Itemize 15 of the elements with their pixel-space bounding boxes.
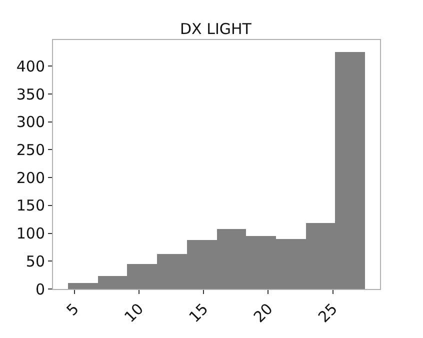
x-tick-label: 15 <box>185 300 212 326</box>
y-tick-label: 100 <box>16 224 45 243</box>
y-tick-label: 250 <box>16 140 45 159</box>
x-tick-label: 10 <box>120 300 148 326</box>
chart-title: DX LIGHT <box>180 20 252 38</box>
x-tick-label: 20 <box>250 300 276 326</box>
y-tick-label: 300 <box>16 113 45 132</box>
y-tick-label: 50 <box>26 252 45 270</box>
y-tick-label: 200 <box>16 168 45 187</box>
x-tick-label: 25 <box>314 300 341 326</box>
x-tick-label: 5 <box>62 300 82 320</box>
y-tick-label: 350 <box>16 85 45 104</box>
y-tick-label: 150 <box>16 196 45 215</box>
y-tick-label: 0 <box>35 280 45 298</box>
y-tick-label: 400 <box>16 57 45 76</box>
